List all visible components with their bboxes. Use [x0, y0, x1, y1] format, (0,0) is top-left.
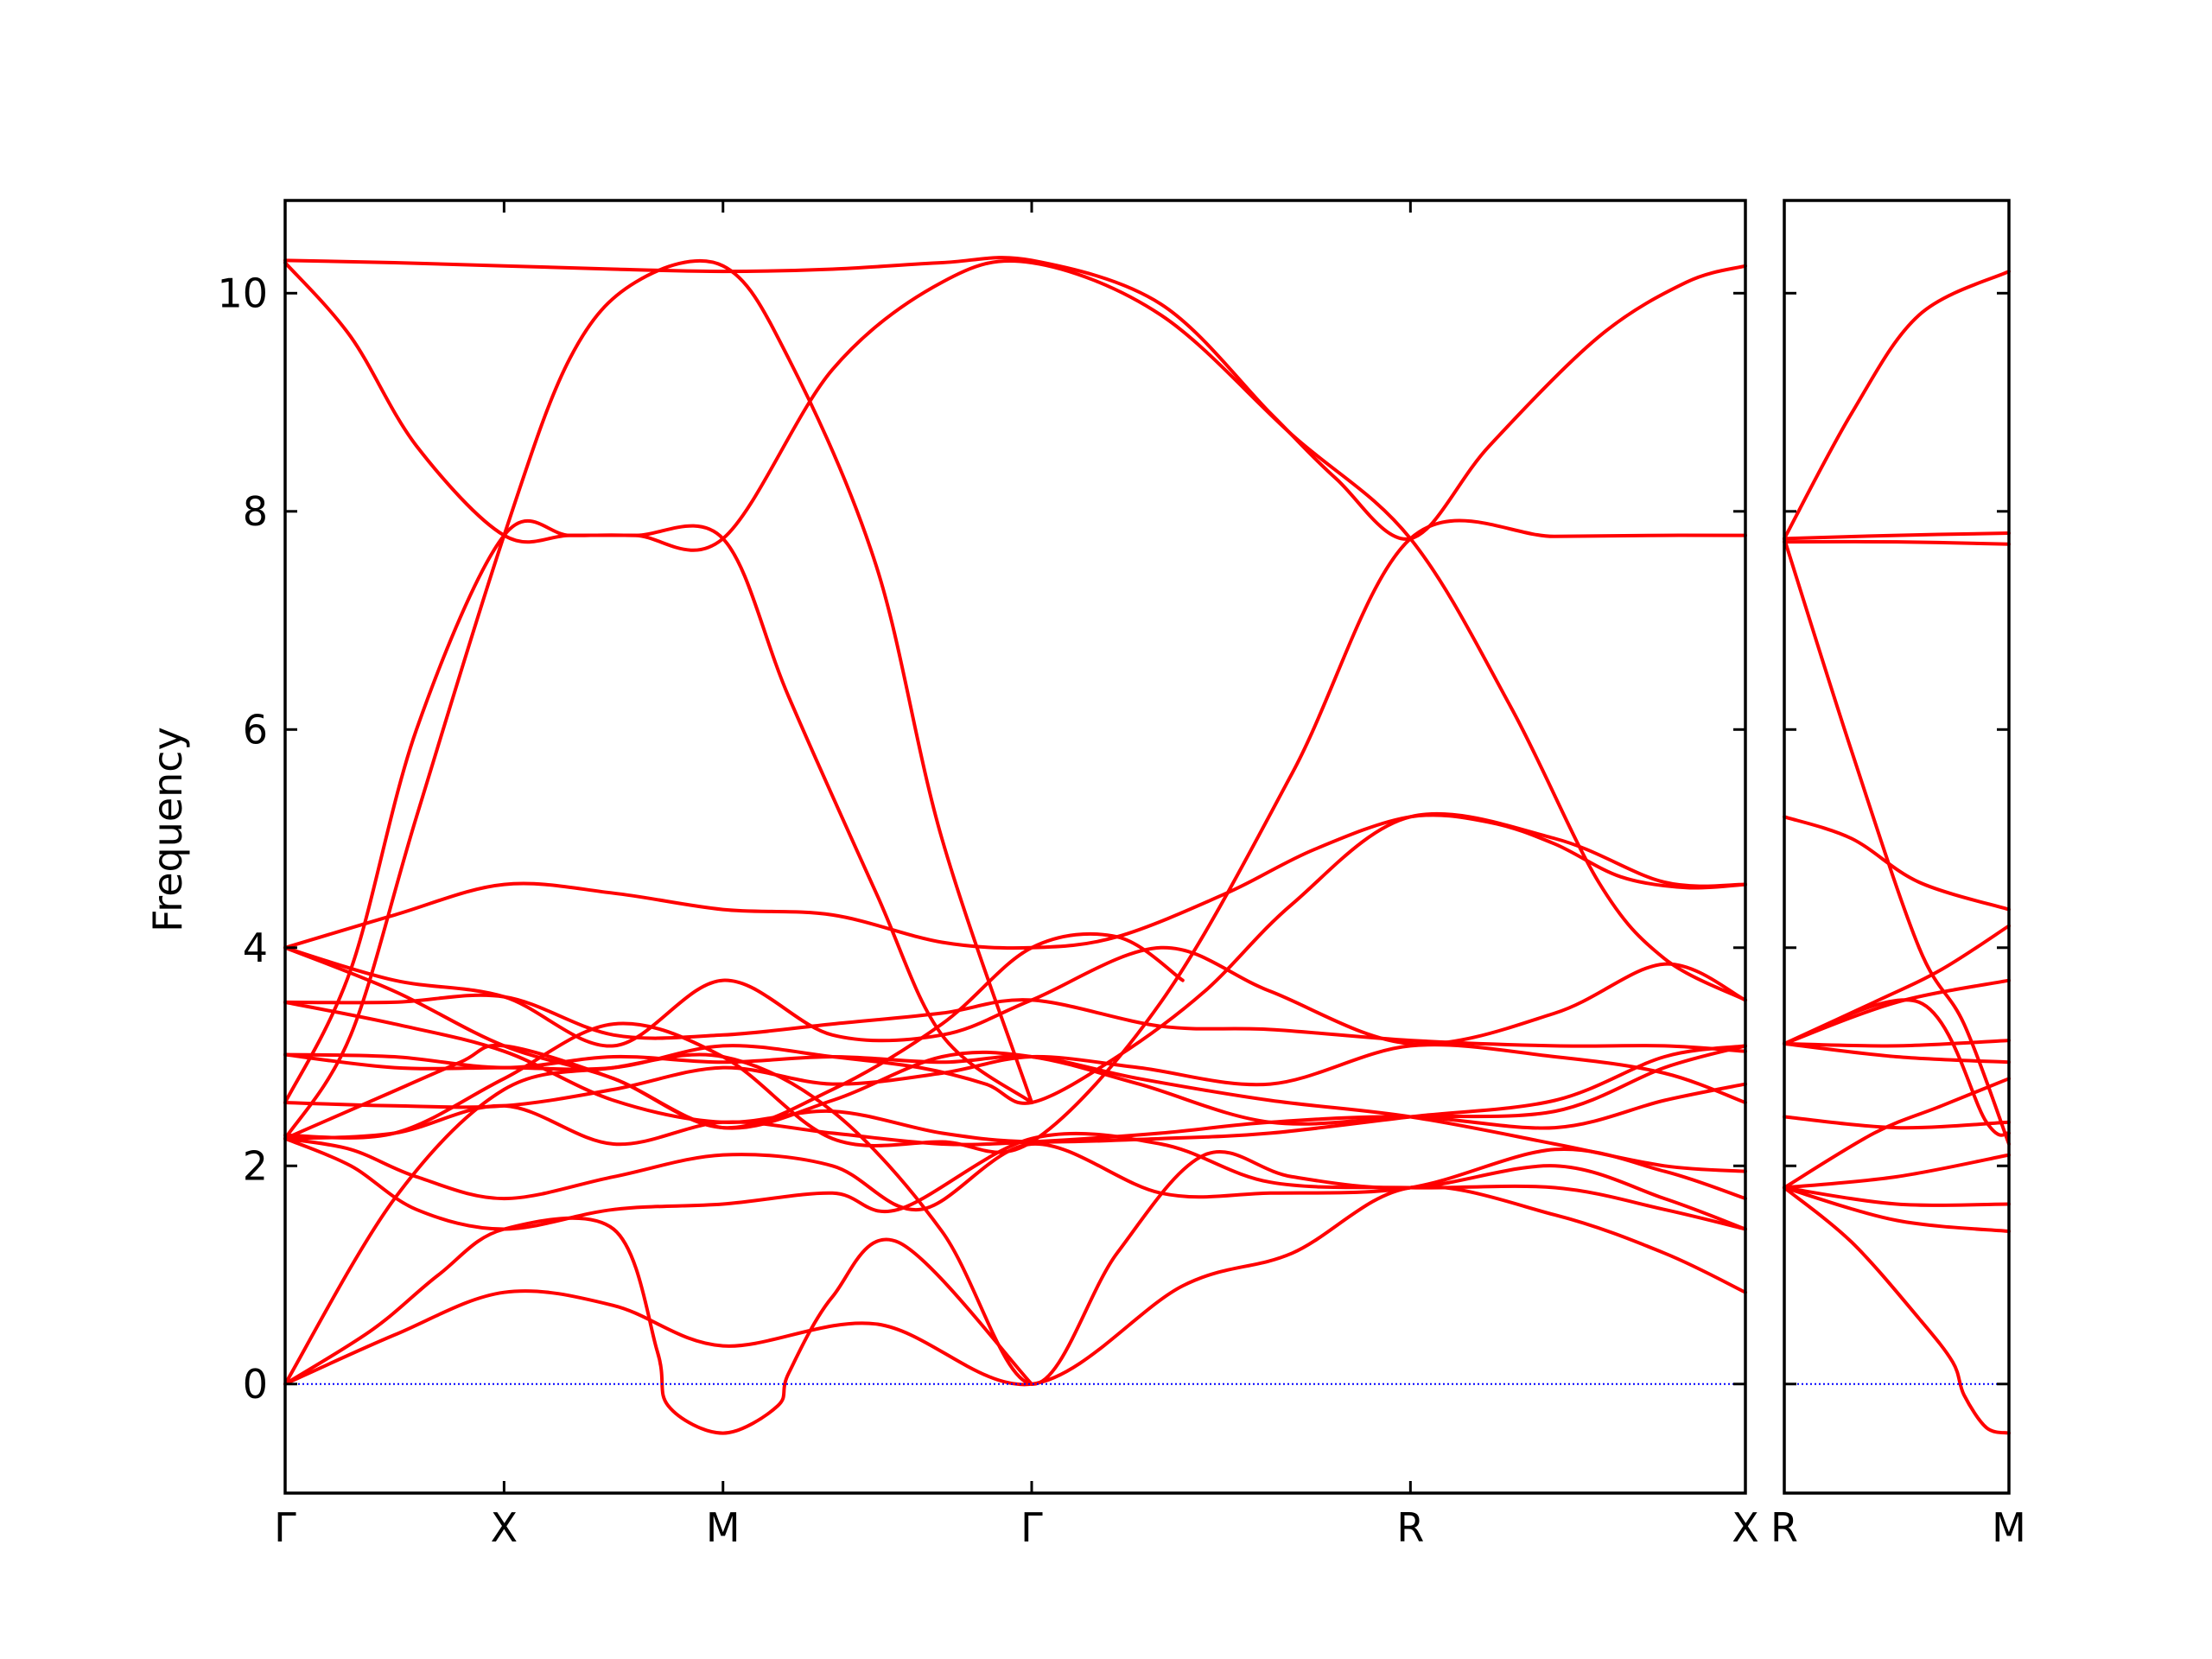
- band-main-5: [283, 1136, 1747, 1211]
- ytick-label-2: 4: [243, 925, 268, 971]
- band-right-16: [1783, 539, 2011, 546]
- band-right-11: [1783, 924, 2011, 1046]
- xtick-label-main-3: Γ: [1020, 1504, 1043, 1551]
- band-main-20: [283, 518, 1747, 1154]
- band-right-13: [1783, 537, 2011, 1146]
- band-right-5: [1783, 1077, 2011, 1190]
- band-right-6: [1783, 1115, 2011, 1130]
- band-main-18: [283, 256, 1747, 541]
- xtick-label-main-4: R: [1396, 1504, 1424, 1551]
- band-main-4: [283, 1131, 1747, 1231]
- bands-main: [283, 256, 1747, 1435]
- band-main-11: [283, 993, 1747, 1053]
- band-main-19: [283, 258, 1033, 1141]
- band-right-4: [1783, 1153, 2011, 1190]
- band-main-10: [283, 1000, 1747, 1144]
- band-right-14: [1783, 270, 2011, 541]
- bands-right: [1783, 270, 2011, 1435]
- band-main-13: [283, 945, 1747, 1048]
- band-main-7: [283, 1043, 1747, 1141]
- xtick-label-main-0: Γ: [274, 1504, 296, 1551]
- axes-frame-right: [1783, 199, 2011, 1495]
- band-main-15: [283, 931, 1185, 1130]
- y-axis-label: Frequency: [144, 727, 191, 932]
- band-main-3: [283, 1052, 1747, 1386]
- band-main-2: [283, 1216, 1033, 1435]
- band-main-17: [283, 258, 1747, 1002]
- band-main-14: [283, 813, 1747, 950]
- ytick-label-3: 6: [243, 706, 268, 753]
- band-main-8: [283, 1043, 1747, 1109]
- xtick-label-main-1: X: [491, 1504, 518, 1551]
- band-right-15: [1783, 531, 2011, 541]
- xtick-label-right-0: R: [1770, 1504, 1798, 1551]
- ytick-label-5: 10: [217, 270, 268, 316]
- band-right-2: [1783, 1185, 2011, 1233]
- ytick-label-4: 8: [243, 488, 268, 535]
- xtick-label-right-1: M: [1992, 1504, 2026, 1551]
- band-right-8: [1783, 1039, 2011, 1048]
- xtick-label-main-5: X: [1732, 1504, 1759, 1551]
- ytick-label-1: 2: [243, 1142, 268, 1189]
- band-main-6: [283, 1082, 1747, 1147]
- y-axis-ticks: 0 2 4 6 8 10: [217, 270, 268, 1407]
- band-right-7: [1783, 1041, 2011, 1065]
- xtick-label-main-2: M: [706, 1504, 741, 1551]
- axes-frame-main: [283, 199, 1747, 1495]
- band-right-3: [1783, 1185, 2011, 1207]
- band-right-1: [1783, 1185, 2011, 1435]
- ytick-label-0: 0: [243, 1361, 268, 1408]
